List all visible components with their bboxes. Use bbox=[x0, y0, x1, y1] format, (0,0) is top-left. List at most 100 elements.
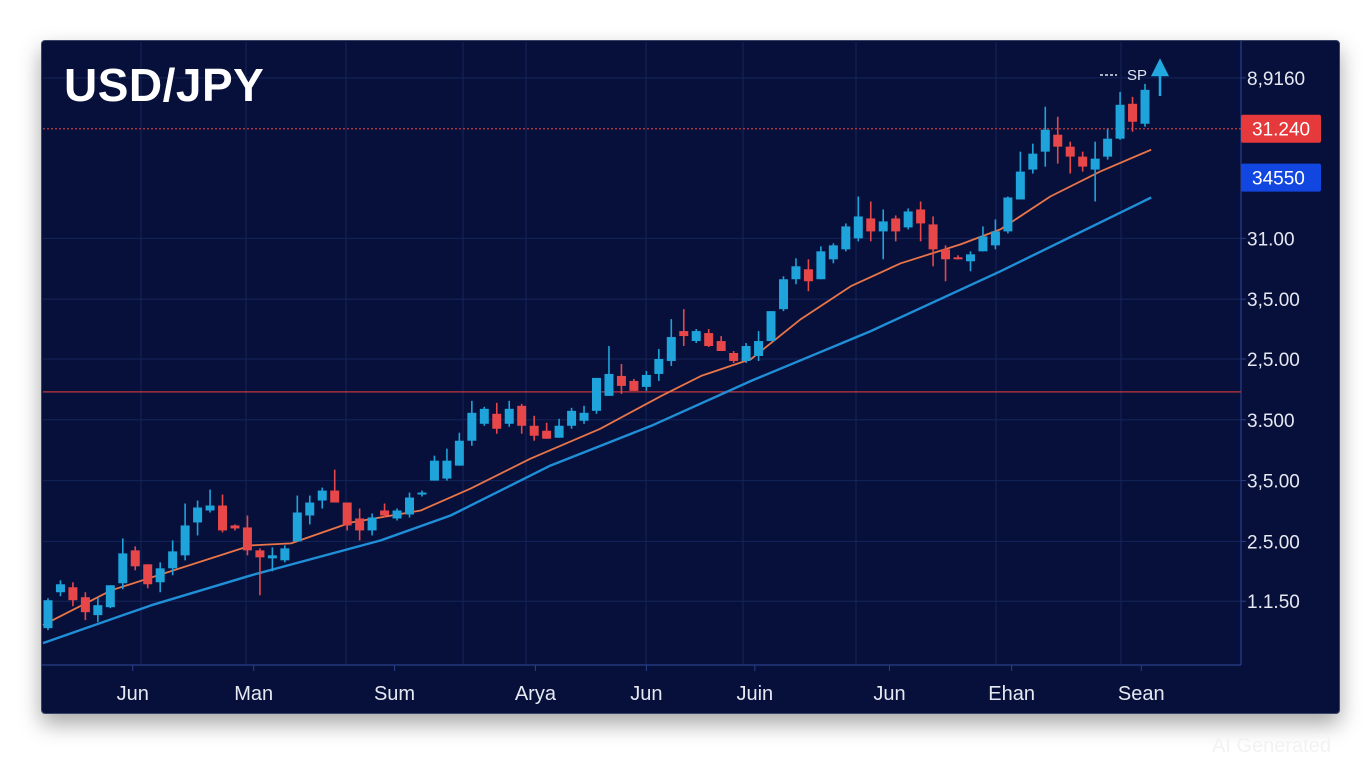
up-candle-body bbox=[292, 512, 302, 542]
watermark: AI Generated bbox=[1212, 735, 1331, 757]
up-candle-body bbox=[155, 568, 165, 583]
up-candle-body bbox=[429, 460, 439, 481]
down-candle-body bbox=[218, 505, 228, 531]
up-candle-body bbox=[604, 373, 614, 396]
up-candle-body bbox=[1028, 153, 1038, 170]
up-candle-body bbox=[1140, 89, 1150, 124]
y-tick-label: 2,5.00 bbox=[1247, 350, 1300, 371]
down-candle-body bbox=[679, 331, 689, 337]
down-candle-body bbox=[1128, 103, 1138, 122]
down-candle-body bbox=[230, 525, 240, 529]
up-candle-body bbox=[280, 548, 290, 561]
x-tick-label: Jun bbox=[117, 683, 149, 705]
up-candle-body bbox=[180, 525, 190, 556]
down-candle-body bbox=[941, 249, 951, 260]
down-candle-body bbox=[704, 333, 714, 347]
up-candle-body bbox=[305, 502, 315, 516]
y-tick-label: 3.500 bbox=[1247, 411, 1295, 432]
down-candle-body bbox=[729, 353, 739, 361]
down-candle-body bbox=[716, 341, 726, 352]
y-tick-label: 1.1.50 bbox=[1247, 592, 1300, 613]
down-candle-body bbox=[517, 405, 527, 426]
up-candle-body bbox=[1115, 104, 1125, 139]
down-candle-body bbox=[68, 587, 78, 601]
down-candle-body bbox=[80, 597, 90, 613]
up-candle-body bbox=[1040, 129, 1050, 152]
y-tick-label: 3,5.00 bbox=[1247, 472, 1300, 493]
up-candle-body bbox=[641, 374, 651, 387]
up-candle-body bbox=[55, 584, 65, 593]
y-tick-label: 31.00 bbox=[1247, 229, 1295, 250]
up-candle-body bbox=[168, 551, 178, 569]
y-tick-label: 3,5.00 bbox=[1247, 290, 1300, 311]
y-tick-label: 8,9160 bbox=[1247, 69, 1305, 90]
up-candle-body bbox=[193, 507, 203, 523]
down-candle-body bbox=[1065, 146, 1075, 157]
up-candle-body bbox=[467, 412, 477, 441]
x-tick-label: Sum bbox=[374, 683, 415, 705]
down-candle-body bbox=[242, 527, 252, 551]
down-candle-body bbox=[542, 430, 552, 439]
x-tick-label: Ehan bbox=[988, 683, 1035, 705]
down-candle-body bbox=[143, 564, 153, 585]
up-candle-body bbox=[841, 226, 851, 250]
down-candle-body bbox=[380, 510, 390, 516]
up-candle-body bbox=[504, 408, 514, 424]
up-candle-body bbox=[118, 553, 128, 584]
up-candle-body bbox=[405, 497, 415, 515]
x-tick-label: Sean bbox=[1118, 683, 1165, 705]
up-candle-body bbox=[778, 279, 788, 310]
down-candle-body bbox=[1053, 134, 1063, 147]
up-candle-body bbox=[878, 221, 888, 232]
up-candle-body bbox=[978, 236, 988, 252]
up-candle-body bbox=[816, 251, 826, 280]
price-tag-blue bbox=[1241, 163, 1321, 192]
up-candle-body bbox=[567, 410, 577, 426]
price-tag-label: 34550 bbox=[1252, 169, 1305, 190]
down-candle-body bbox=[1078, 156, 1088, 167]
up-candle-body bbox=[392, 510, 402, 519]
up-candle-body bbox=[791, 266, 801, 280]
down-candle-body bbox=[130, 550, 140, 567]
up-candle-body bbox=[828, 245, 838, 260]
up-candle-body bbox=[654, 358, 664, 374]
down-candle-body bbox=[928, 224, 938, 250]
down-candle-body bbox=[616, 375, 626, 386]
up-candle-body bbox=[666, 337, 676, 361]
down-candle-body bbox=[953, 257, 963, 260]
up-candle-body bbox=[105, 585, 115, 608]
down-candle-body bbox=[916, 209, 926, 224]
chart-title: USD/JPY bbox=[64, 59, 265, 111]
y-tick-label: 2.5.00 bbox=[1247, 532, 1300, 553]
price-tag-red bbox=[1241, 114, 1321, 143]
up-candle-body bbox=[1003, 197, 1013, 232]
x-tick-label: Juin bbox=[736, 683, 773, 705]
up-candle-body bbox=[754, 341, 764, 356]
x-tick-label: Jun bbox=[873, 683, 905, 705]
up-candle-body bbox=[267, 555, 277, 559]
up-candle-body bbox=[93, 605, 103, 616]
up-candle-body bbox=[43, 600, 53, 629]
down-candle-body bbox=[803, 269, 813, 282]
price-tag-label: 31.240 bbox=[1252, 120, 1310, 141]
up-candle-body bbox=[454, 440, 464, 466]
up-candle-body bbox=[990, 231, 1000, 246]
up-candle-body bbox=[479, 408, 489, 424]
x-tick-label: Arya bbox=[515, 683, 557, 705]
down-candle-body bbox=[891, 218, 901, 232]
up-candle-body bbox=[1090, 158, 1100, 170]
down-candle-body bbox=[342, 502, 352, 526]
down-candle-body bbox=[330, 490, 340, 503]
up-candle-body bbox=[205, 505, 215, 511]
down-candle-body bbox=[492, 413, 502, 429]
up-candle-body bbox=[417, 492, 427, 495]
down-candle-body bbox=[629, 380, 639, 391]
up-candle-body bbox=[442, 460, 452, 479]
up-candle-body bbox=[965, 254, 975, 262]
up-arrow-icon bbox=[1150, 58, 1170, 96]
x-tick-label: Jun bbox=[630, 683, 662, 705]
ma-slow-line bbox=[42, 196, 1152, 645]
up-candle-body bbox=[853, 216, 863, 239]
up-candle-body bbox=[367, 517, 377, 531]
down-candle-body bbox=[355, 518, 365, 531]
